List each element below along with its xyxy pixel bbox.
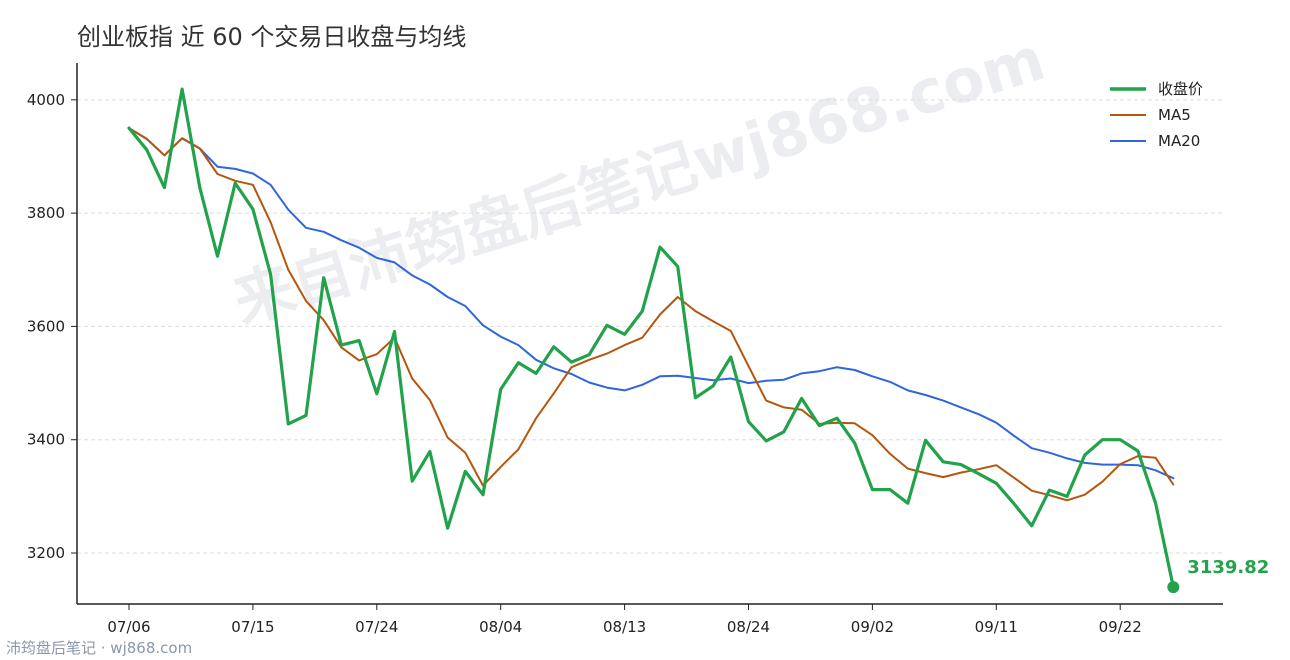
x-axis-ticks: 07/06 07/15 07/24 08/04 08/13 08/24 09/02 09/11… [107,604,1142,636]
x-tick-label: 08/24 [727,618,770,636]
chart-title: 创业板指 近 60 个交易日收盘与均线 [77,23,466,51]
y-tick-label: 4000 [27,91,65,109]
last-close-label: 3139.82 [1187,557,1269,578]
legend-label-ma5: MA5 [1158,106,1191,124]
ma20-series-line [128,127,1175,480]
legend: 收盘价 MA5 MA20 [1110,80,1203,150]
y-tick-label: 3600 [27,317,65,335]
y-tick-label: 3800 [27,204,65,222]
last-close-point [1167,581,1180,594]
axes [76,63,1223,605]
series-lines: 3139.82 [127,87,1269,594]
watermark-text: 来自沛筠盘后笔记wj868.com [226,24,1053,338]
x-tick-label: 09/22 [1099,618,1142,636]
y-tick-label: 3200 [27,544,65,562]
x-tick-label: 08/04 [479,618,522,636]
x-tick-label: 07/24 [355,618,398,636]
x-tick-label: 09/11 [975,618,1018,636]
ma5-series-line [128,127,1175,502]
legend-label-ma20: MA20 [1158,132,1200,150]
x-tick-label: 09/02 [851,618,894,636]
x-tick-label: 07/06 [107,618,150,636]
y-axis-ticks: 3200 3400 3600 3800 4000 [27,91,77,562]
y-tick-label: 3400 [27,431,65,449]
x-tick-label: 07/15 [231,618,274,636]
close-series-line [127,87,1175,589]
x-tick-label: 08/13 [603,618,646,636]
credit-footer: 沛筠盘后笔记 · wj868.com [6,639,192,657]
legend-label-close: 收盘价 [1158,80,1203,98]
gridlines [77,99,1223,554]
